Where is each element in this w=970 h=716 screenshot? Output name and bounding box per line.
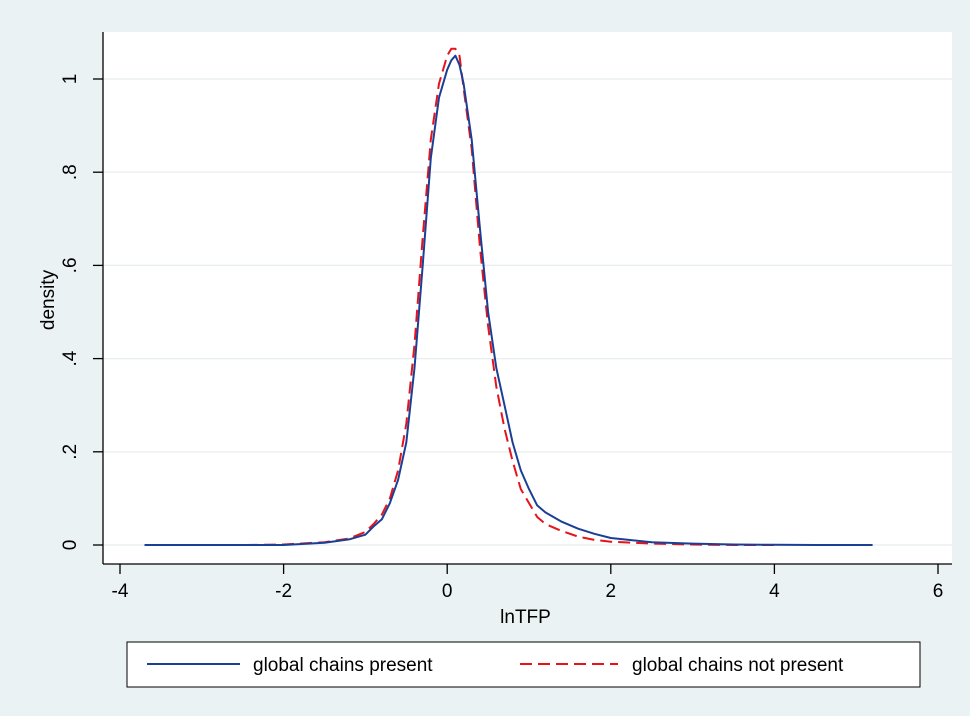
- x-tick-label: 6: [933, 581, 944, 602]
- series-line-global-chains-present: [144, 54, 873, 546]
- legend-label-global-chains-not-present: global chains not present: [632, 655, 844, 676]
- x-tick-label: -2: [275, 581, 292, 602]
- x-tick-label: 0: [442, 581, 453, 602]
- legend: global chains present global chains not …: [126, 641, 921, 688]
- x-tick-label: -4: [112, 581, 129, 602]
- plot-background: [103, 32, 952, 564]
- y-tick-label: .8: [60, 164, 81, 180]
- y-tick-label: 0: [60, 540, 81, 551]
- legend-label-global-chains-present: global chains present: [253, 655, 433, 676]
- series-line-global-chains-not-present: [210, 47, 775, 546]
- y-tick-label: .4: [60, 350, 81, 366]
- y-tick-label: 1: [60, 74, 81, 85]
- x-tick-label: 4: [769, 581, 780, 602]
- y-axis-title: density: [38, 269, 59, 330]
- axes: -4 -2 0 2 4 6 0 .2 .4 .6 .8 1: [60, 32, 952, 602]
- y-tick-label: .6: [60, 257, 81, 273]
- x-tick-label: 2: [606, 581, 617, 602]
- x-axis-title: lnTFP: [500, 607, 551, 628]
- series-lines: [144, 47, 873, 546]
- y-tick-label: .2: [60, 444, 81, 460]
